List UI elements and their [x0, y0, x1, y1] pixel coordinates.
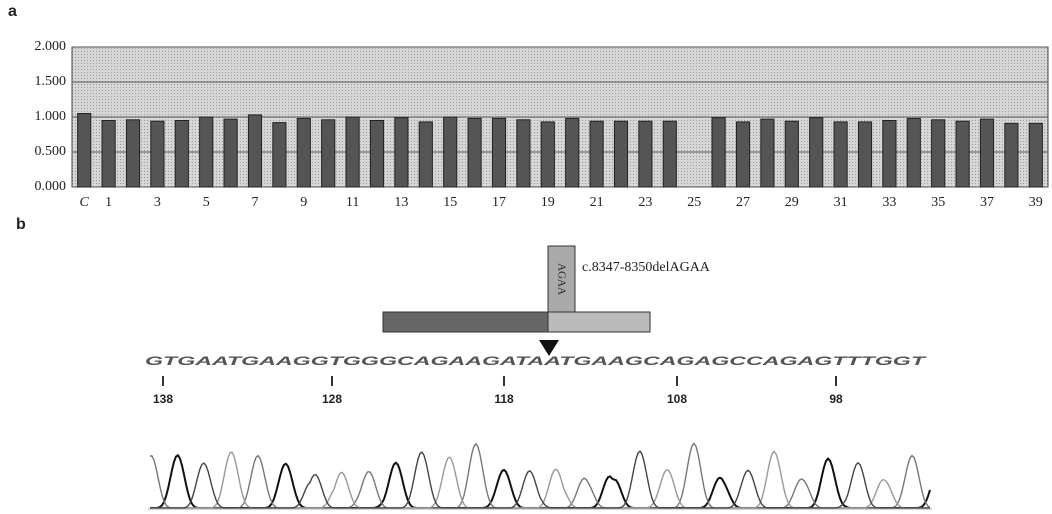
deleted-bases: AGAA [555, 263, 567, 295]
figure: a b c.8347-8350delAGAA AGAA GTGAATGAAGGT… [0, 0, 1052, 514]
bar [370, 121, 383, 188]
y-tick-label: 0.000 [35, 179, 67, 194]
x-tick-label: 5 [203, 195, 210, 210]
x-tick-label: 3 [154, 195, 161, 210]
panel-label: b [16, 216, 26, 233]
bar [541, 122, 554, 187]
bar [639, 121, 652, 187]
x-tick-label: 19 [541, 195, 555, 210]
bar [1005, 123, 1018, 187]
x-tick-label: 25 [687, 195, 701, 210]
y-tick-label: 1.000 [35, 109, 67, 124]
x-tick-label: 33 [882, 195, 896, 210]
x-tick-label: 17 [492, 195, 506, 210]
wild-segment [548, 312, 650, 332]
bar [346, 117, 359, 187]
sequence: GTGAATGAAGGTGGGCAGAAGATAATGAAGCAGAGCCAGA… [145, 354, 928, 368]
bar [273, 123, 286, 187]
bar [248, 115, 261, 187]
position-label: 118 [494, 392, 514, 406]
y-tick-label: 1.500 [35, 74, 67, 89]
bar [517, 120, 530, 187]
x-tick-label: 35 [931, 195, 945, 210]
x-tick-label: 31 [834, 195, 848, 210]
x-tick-label: 11 [346, 195, 359, 210]
x-tick-label: 7 [252, 195, 259, 210]
bar [834, 122, 847, 187]
bar [761, 119, 774, 187]
position-label: 128 [322, 392, 342, 406]
bar [712, 118, 725, 187]
bar [468, 118, 481, 187]
bar [858, 122, 871, 187]
bar [322, 120, 335, 187]
bar [932, 120, 945, 187]
x-tick-label: 1 [105, 195, 112, 210]
bar [956, 121, 969, 187]
bar [883, 121, 896, 188]
mutation-label: c.8347-8350delAGAA [582, 260, 711, 275]
bar [492, 118, 505, 187]
bar [810, 118, 823, 187]
bar [102, 121, 115, 188]
bar [614, 121, 627, 187]
bar [78, 114, 91, 188]
x-tick-label: 39 [1029, 195, 1043, 210]
x-tick-label: 29 [785, 195, 799, 210]
bar [980, 119, 993, 187]
bar [785, 121, 798, 187]
bar [297, 118, 310, 187]
x-tick-label: 27 [736, 195, 750, 210]
position-label: 108 [667, 392, 687, 406]
bar [200, 117, 213, 187]
x-tick-label: 37 [980, 195, 994, 210]
bar [444, 117, 457, 187]
bar [151, 121, 164, 187]
x-tick-label: 23 [638, 195, 652, 210]
x-tick-label: C [80, 195, 90, 210]
y-tick-label: 2.000 [35, 39, 67, 54]
bar [907, 118, 920, 187]
bar [736, 122, 749, 187]
position-label: 98 [829, 392, 843, 406]
bar [175, 121, 188, 188]
x-tick-label: 9 [300, 195, 307, 210]
x-tick-label: 15 [443, 195, 457, 210]
bar [395, 118, 408, 187]
bar [419, 122, 432, 187]
y-tick-label: 0.500 [35, 144, 67, 159]
position-label: 138 [153, 392, 173, 406]
wild-segment [383, 312, 548, 332]
bar [224, 119, 237, 187]
bar [566, 118, 579, 187]
bar [126, 120, 139, 187]
x-tick-label: 21 [590, 195, 604, 210]
panel-label: a [8, 3, 17, 20]
bar [1029, 123, 1042, 187]
x-tick-label: 13 [394, 195, 408, 210]
bar [590, 121, 603, 187]
bar [663, 121, 676, 187]
